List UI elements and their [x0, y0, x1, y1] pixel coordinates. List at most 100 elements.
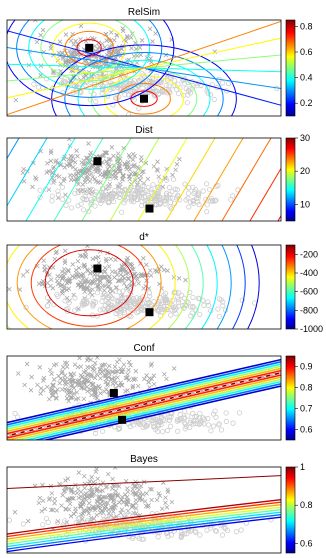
x-point	[136, 281, 141, 286]
o-point	[20, 521, 26, 527]
x-point	[141, 169, 146, 174]
o-point	[55, 188, 61, 194]
o-point	[110, 191, 117, 197]
x-point	[77, 168, 83, 174]
panel-title: Bayes	[130, 454, 158, 465]
x-point	[36, 500, 42, 506]
x-point	[154, 268, 160, 274]
o-point	[62, 298, 68, 304]
x-point	[75, 175, 81, 180]
x-point	[129, 504, 135, 510]
x-point	[183, 277, 188, 283]
contour-line	[247, 245, 260, 329]
x-point	[73, 506, 78, 511]
o-point	[126, 111, 132, 116]
x-point	[76, 381, 81, 387]
x-point	[121, 281, 127, 286]
x-point	[68, 38, 74, 43]
x-point	[130, 383, 136, 389]
x-point	[108, 377, 114, 382]
x-point	[71, 42, 76, 47]
o-point	[211, 96, 217, 103]
x-point	[119, 507, 125, 512]
o-point	[218, 522, 224, 529]
x-point	[84, 378, 89, 383]
o-point	[72, 190, 78, 196]
prototype-marker	[93, 264, 102, 273]
panel-title: Dist	[135, 125, 152, 136]
x-point	[87, 271, 93, 276]
x-point	[71, 371, 77, 377]
x-point	[69, 495, 75, 501]
x-point	[52, 500, 57, 506]
o-point	[59, 196, 66, 202]
prototype-marker	[109, 388, 118, 397]
o-point	[168, 413, 174, 420]
colorbar-tick-label: 0.8	[300, 383, 313, 393]
x-point	[138, 158, 144, 163]
x-point	[67, 278, 73, 284]
x-point	[49, 390, 55, 396]
o-point	[110, 81, 116, 87]
x-point	[77, 377, 82, 383]
contour-line	[7, 509, 281, 545]
o-point	[81, 297, 87, 304]
x-point	[163, 500, 168, 506]
o-point	[129, 513, 136, 519]
o-point	[175, 299, 181, 305]
plot-frame	[6, 355, 282, 441]
contour-line	[81, 138, 132, 221]
contour-line	[53, 138, 104, 221]
scatter-points	[20, 138, 241, 215]
o-point	[210, 198, 216, 204]
contour-line	[28, 20, 151, 90]
o-point	[193, 80, 199, 87]
o-point	[188, 313, 194, 319]
o-point	[160, 429, 166, 435]
x-point	[128, 35, 134, 40]
x-point	[52, 496, 58, 502]
x-point	[88, 380, 94, 386]
x-point	[37, 365, 43, 370]
o-point	[162, 201, 168, 207]
x-point	[71, 511, 77, 517]
o-point	[125, 92, 132, 98]
contour-line	[249, 167, 281, 221]
x-point	[153, 31, 158, 36]
colorbar	[285, 355, 296, 441]
x-point	[70, 395, 75, 400]
o-point	[55, 293, 61, 299]
x-point	[80, 273, 85, 278]
x-point	[130, 164, 136, 169]
x-point	[41, 258, 47, 263]
x-point	[125, 255, 130, 261]
x-point	[67, 48, 72, 54]
contour-line	[231, 245, 246, 329]
prototypes	[93, 264, 154, 317]
x-point	[112, 467, 118, 470]
x-point	[124, 502, 130, 508]
o-point	[185, 185, 192, 191]
o-point	[152, 80, 159, 87]
contour-line	[221, 138, 272, 221]
o-point	[178, 415, 184, 422]
x-point	[88, 371, 94, 377]
x-point	[145, 176, 151, 182]
o-point	[130, 422, 137, 428]
o-point	[147, 86, 153, 92]
x-point	[68, 383, 73, 389]
o-point	[75, 189, 81, 196]
o-point	[181, 420, 187, 426]
x-point	[66, 398, 71, 404]
o-point	[190, 410, 196, 417]
o-point	[37, 194, 43, 200]
o-point	[172, 78, 178, 84]
x-point	[144, 278, 149, 283]
plot-area	[7, 138, 281, 221]
x-point	[164, 376, 169, 382]
o-point	[75, 306, 81, 312]
x-point	[128, 362, 133, 368]
prototype-marker	[93, 157, 102, 166]
x-point	[80, 13, 84, 17]
o-point	[75, 203, 81, 209]
